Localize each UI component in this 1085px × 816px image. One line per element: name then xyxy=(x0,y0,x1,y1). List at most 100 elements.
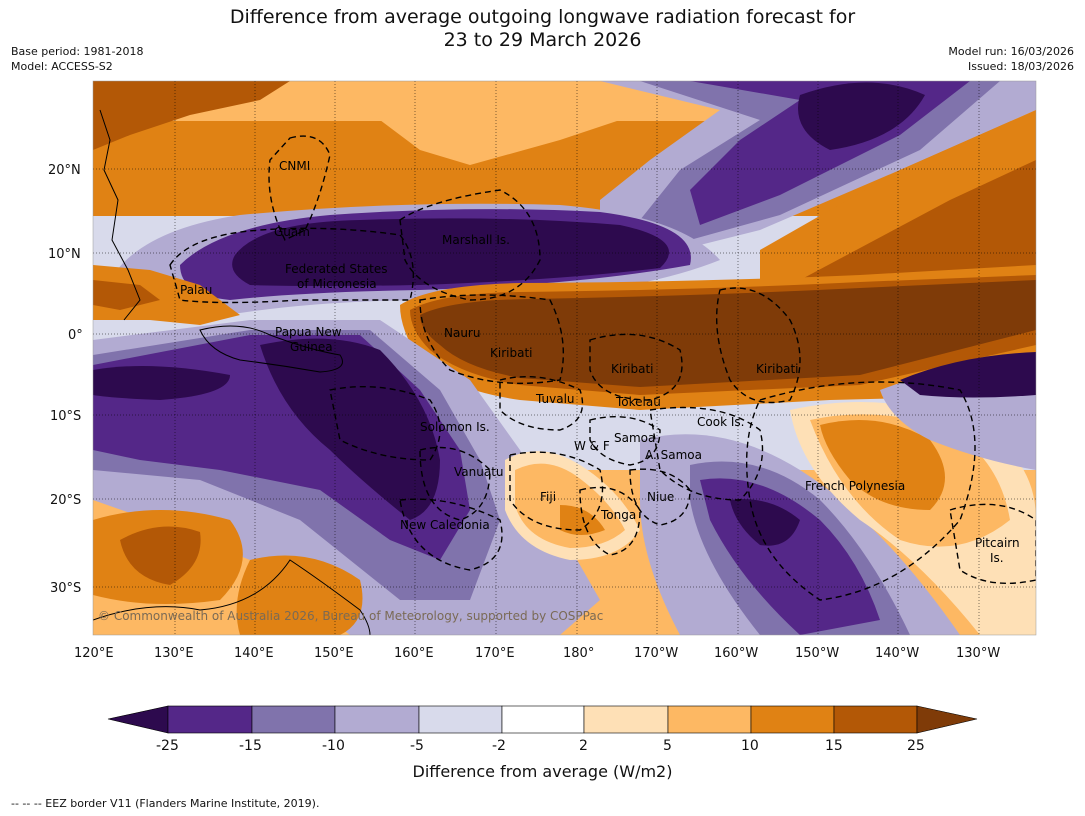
patch-west-dark-strip xyxy=(93,366,230,400)
eez-cook xyxy=(649,406,764,501)
label-tonga: Tonga xyxy=(600,508,636,522)
label-frenchpoly: French Polynesia xyxy=(805,479,905,493)
label-pitcairn-2: Is. xyxy=(990,551,1004,565)
x-tick-label: 140°E xyxy=(234,646,274,661)
eez-vanuatu xyxy=(419,446,491,521)
colorbar-swatch xyxy=(334,705,420,734)
label-fsm-1: Federated States xyxy=(285,262,387,276)
y-tick-label: 20°S xyxy=(50,493,81,508)
patch-west-orange xyxy=(93,265,240,325)
x-tick-label: 120°E xyxy=(74,646,114,661)
x-tick-label: 150°W xyxy=(795,646,839,661)
colorbar-label: Difference from average (W/m2) xyxy=(412,762,673,781)
y-tick-label: 10°S xyxy=(50,409,81,424)
colorbar-extend-high xyxy=(916,705,978,734)
chart-title: Difference from average outgoing longwav… xyxy=(0,6,1085,52)
graticule xyxy=(93,81,1036,635)
label-asamoa: A. Samoa xyxy=(645,448,702,462)
label-kiribati-central: Kiribati xyxy=(611,362,653,376)
eez-kiribati-e xyxy=(716,287,801,404)
x-tick-label: 130°W xyxy=(956,646,1000,661)
y-tick-label: 30°S xyxy=(50,581,81,596)
label-fiji: Fiji xyxy=(540,490,556,504)
colorbar-swatch xyxy=(667,705,752,734)
olr-anomaly-field xyxy=(93,81,1036,635)
patch-fp-dark xyxy=(820,420,945,510)
colorbar-tick: -2 xyxy=(492,738,506,754)
x-tick-label: 170°W xyxy=(634,646,678,661)
coastline-australia xyxy=(93,559,371,635)
coastline-new-guinea xyxy=(199,325,343,373)
patch-nw-brown xyxy=(93,81,290,150)
x-tick-label: 130°E xyxy=(154,646,194,661)
colorbar-tick: -25 xyxy=(156,738,179,754)
patch-aus-orange xyxy=(236,555,363,635)
colorbar-tick: 5 xyxy=(663,738,672,754)
label-kiribati-east: Kiribati xyxy=(756,362,798,376)
label-kiribati-west: Kiribati xyxy=(490,346,532,360)
title-line-2: 23 to 29 March 2026 xyxy=(443,29,642,51)
map-frame xyxy=(92,80,1037,636)
x-tick-label: 160°E xyxy=(394,646,434,661)
base-period: Base period: 1981-2018 xyxy=(11,45,144,58)
colorbar: -25 -15 -10 -5 -2 2 5 10 15 25 xyxy=(107,705,978,754)
colorbar-tick: 25 xyxy=(907,738,925,754)
eez-tonga xyxy=(579,486,641,556)
patch-spcz-darkest xyxy=(260,338,440,520)
patch-se-darkest xyxy=(730,499,800,546)
label-png-2: Guinea xyxy=(290,340,333,354)
x-tick-label: 160°W xyxy=(714,646,758,661)
label-newcal: New Caledonia xyxy=(400,518,490,532)
label-tokelau: Tokelau xyxy=(615,395,661,409)
footer-note: -- -- -- EEZ border V11 (Flanders Marine… xyxy=(11,797,320,810)
label-palau: Palau xyxy=(180,283,212,297)
colorbar-tick: -15 xyxy=(239,738,262,754)
eez-tuvalu xyxy=(499,376,584,431)
colorbar-tick: 2 xyxy=(579,738,588,754)
x-tick-label: 170°E xyxy=(475,646,515,661)
colorbar-swatch xyxy=(167,705,253,734)
x-tick-label: 180° xyxy=(563,646,594,661)
patch-west-brown xyxy=(93,280,160,310)
label-samoa: Samoa xyxy=(614,431,655,445)
label-wf: W & F xyxy=(574,439,610,453)
meta-left: Base period: 1981-2018 Model: ACCESS-S2 xyxy=(11,44,143,74)
copyright-notice: © Commonwealth of Australia 2026, Bureau… xyxy=(98,609,604,623)
label-nauru: Nauru xyxy=(444,326,480,340)
patch-wp-darkest xyxy=(232,218,669,286)
colorbar-tick: 10 xyxy=(741,738,759,754)
label-fsm-2: of Micronesia xyxy=(297,277,377,291)
issued-date: Issued: 18/03/2026 xyxy=(967,60,1074,73)
y-tick-label: 0° xyxy=(68,328,83,343)
colorbar-tick: -5 xyxy=(410,738,424,754)
title-line-1: Difference from average outgoing longwav… xyxy=(229,6,856,28)
colorbar-swatch xyxy=(501,705,585,734)
patch-ne-darkest xyxy=(798,82,925,150)
label-pitcairn-1: Pitcairn xyxy=(975,536,1020,550)
x-axis-labels: 120°E 130°E 140°E 150°E 160°E 170°E 180°… xyxy=(74,646,1000,661)
eez-frenchpoly xyxy=(745,381,976,601)
eez-solomon xyxy=(329,385,441,461)
label-tuvalu: Tuvalu xyxy=(535,392,575,406)
colorbar-tick: 15 xyxy=(825,738,843,754)
colorbar-swatch xyxy=(418,705,503,734)
colorbar-swatch xyxy=(251,705,336,734)
label-cnmi: CNMI xyxy=(279,159,310,173)
eez-cnmi xyxy=(268,135,331,241)
colorbar-swatch xyxy=(750,705,835,734)
label-niue: Niue xyxy=(647,490,674,504)
coastline-philippines xyxy=(99,109,141,321)
eez-fiji xyxy=(509,451,604,531)
model-name: Model: ACCESS-S2 xyxy=(11,60,113,73)
eez-marshall xyxy=(399,189,541,301)
y-tick-label: 20°N xyxy=(48,163,81,178)
colorbar-tick: -10 xyxy=(322,738,345,754)
patch-fiji-dark xyxy=(560,505,605,535)
eez-samoa xyxy=(589,415,661,466)
label-cook: Cook Is. xyxy=(697,415,744,429)
label-guam: Guam xyxy=(274,225,310,239)
patch-sw-dark2 xyxy=(120,526,201,585)
patch-eq-darkest-brown xyxy=(420,280,1036,387)
model-run: Model run: 16/03/2026 xyxy=(948,45,1074,58)
patch-north-light xyxy=(330,81,700,165)
